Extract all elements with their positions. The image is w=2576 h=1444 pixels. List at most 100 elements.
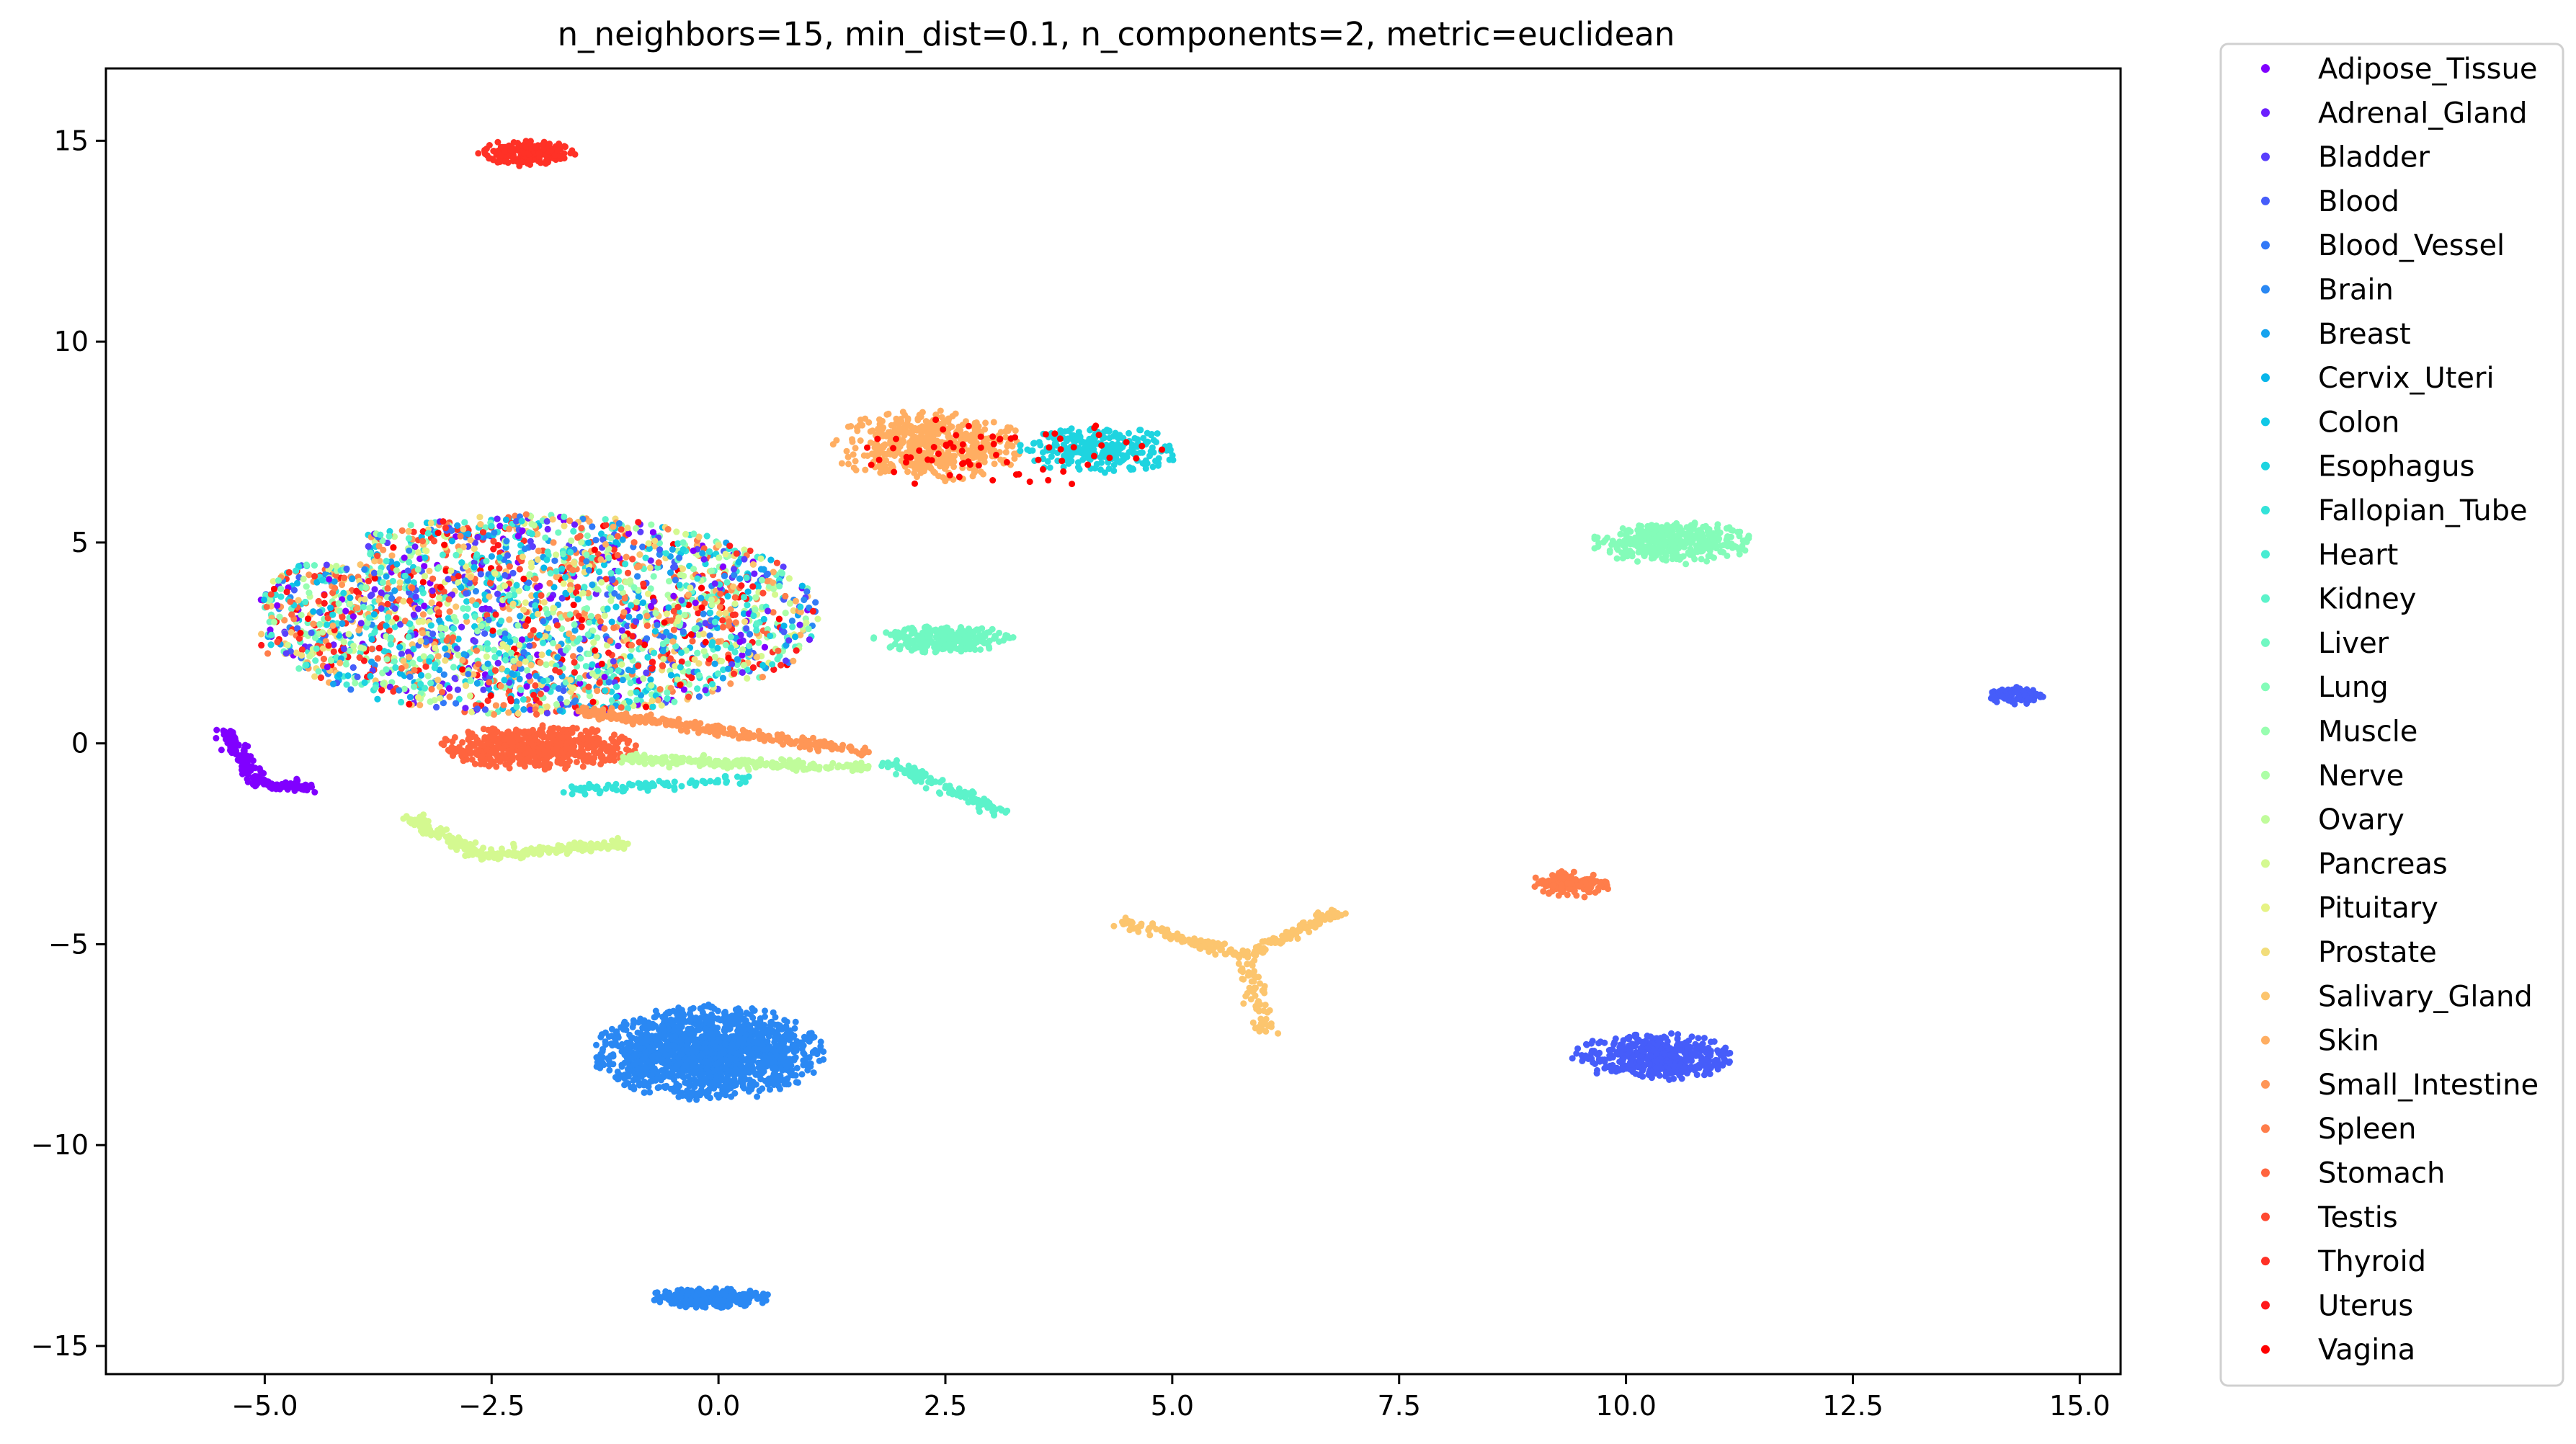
point-stomach	[490, 734, 497, 741]
point-vagina	[1026, 478, 1033, 486]
point-esophagus	[1153, 439, 1159, 446]
point-skin	[1012, 427, 1019, 434]
point-brain	[765, 1075, 772, 1082]
point-skin	[945, 425, 953, 432]
point-vagina	[928, 457, 935, 464]
point-brain	[790, 1033, 798, 1039]
point-lung	[1621, 549, 1628, 556]
point-brain	[744, 1062, 752, 1069]
point-esophagus	[1127, 466, 1134, 473]
point-brain	[677, 1293, 684, 1301]
point-stomach	[540, 743, 547, 750]
point-brain	[606, 1066, 613, 1074]
point-brain	[630, 1083, 637, 1090]
point-lung	[1679, 530, 1686, 538]
point-skin	[981, 458, 988, 465]
point-skin	[853, 424, 860, 431]
point-vagina	[975, 462, 982, 469]
point-thyroid	[494, 138, 502, 146]
point-blood	[1678, 1075, 1685, 1082]
point-liver	[954, 646, 961, 652]
point-brain	[719, 1303, 726, 1311]
point-skin	[909, 436, 916, 443]
point-esophagus	[1117, 445, 1124, 452]
point-brain	[722, 1033, 729, 1040]
point-brain	[728, 1093, 735, 1100]
point-skin	[909, 460, 917, 468]
point-brain	[807, 1060, 814, 1067]
point-blood	[1711, 1038, 1718, 1045]
point-lung	[1683, 561, 1690, 568]
point-skin	[838, 460, 845, 467]
point-lung	[1691, 520, 1698, 527]
point-skin	[935, 473, 942, 480]
point-skin	[983, 435, 989, 442]
point-brain	[745, 1298, 752, 1306]
point-lung	[1739, 543, 1746, 550]
point-brain	[661, 1016, 668, 1023]
point-lung	[1675, 553, 1683, 561]
point-brain	[636, 1059, 642, 1066]
point-skin	[977, 468, 984, 476]
point-skin	[883, 457, 890, 464]
point-stomach	[459, 739, 466, 746]
point-blood	[1635, 1064, 1642, 1071]
point-esophagus	[1137, 427, 1144, 434]
point-lung	[1613, 555, 1621, 562]
point-blood	[1588, 1040, 1595, 1047]
point-brain	[680, 1012, 687, 1019]
point-lung	[1674, 524, 1681, 531]
point-vagina	[1035, 456, 1042, 463]
point-vagina	[953, 432, 960, 439]
point-skin	[911, 442, 918, 448]
point-brain	[756, 1087, 763, 1095]
point-blood	[1629, 1054, 1636, 1061]
point-esophagus	[1110, 467, 1118, 474]
point-blood	[1646, 1061, 1653, 1068]
point-brain	[740, 1017, 746, 1023]
point-blood	[1695, 1035, 1702, 1042]
point-skin	[916, 424, 923, 432]
point-blood	[1588, 1050, 1595, 1057]
point-esophagus	[1148, 432, 1154, 439]
point-thyroid	[481, 146, 488, 153]
point-esophagus	[1169, 452, 1176, 459]
point-thyroid	[555, 146, 562, 153]
point-brain	[728, 1012, 736, 1020]
point-esophagus	[1140, 434, 1147, 442]
point-stomach	[579, 747, 586, 754]
point-brain	[811, 1047, 819, 1053]
point-esophagus	[1066, 447, 1073, 455]
point-spleen	[1587, 882, 1594, 889]
point-vagina	[1042, 431, 1049, 438]
point-liver	[991, 633, 999, 640]
point-vagina	[932, 416, 940, 424]
point-brain	[630, 1077, 637, 1084]
point-vagina	[1039, 465, 1046, 473]
point-thyroid	[502, 158, 509, 165]
point-brain	[714, 1297, 721, 1304]
point-skin	[899, 437, 906, 444]
point-brain	[721, 1077, 728, 1084]
point-skin	[969, 473, 976, 480]
point-esophagus	[1154, 430, 1161, 437]
point-thyroid	[539, 141, 546, 148]
point-brain	[641, 1056, 648, 1062]
point-vagina	[1138, 442, 1146, 450]
point-brain	[679, 1092, 686, 1099]
point-esophagus	[1070, 432, 1077, 439]
point-brain	[677, 1302, 683, 1309]
point-brain	[739, 1291, 746, 1298]
point-lung	[1623, 539, 1631, 546]
point-esophagus	[1122, 452, 1129, 459]
point-brain	[735, 1005, 742, 1012]
point-stomach	[492, 749, 499, 757]
point-brain	[670, 1298, 677, 1306]
point-skin	[940, 458, 948, 465]
point-thyroid	[486, 155, 494, 162]
point-liver	[986, 645, 993, 652]
point-blood	[1696, 1043, 1703, 1050]
point-brain	[620, 1020, 628, 1027]
point-stomach	[571, 752, 579, 759]
point-stomach	[486, 762, 494, 769]
